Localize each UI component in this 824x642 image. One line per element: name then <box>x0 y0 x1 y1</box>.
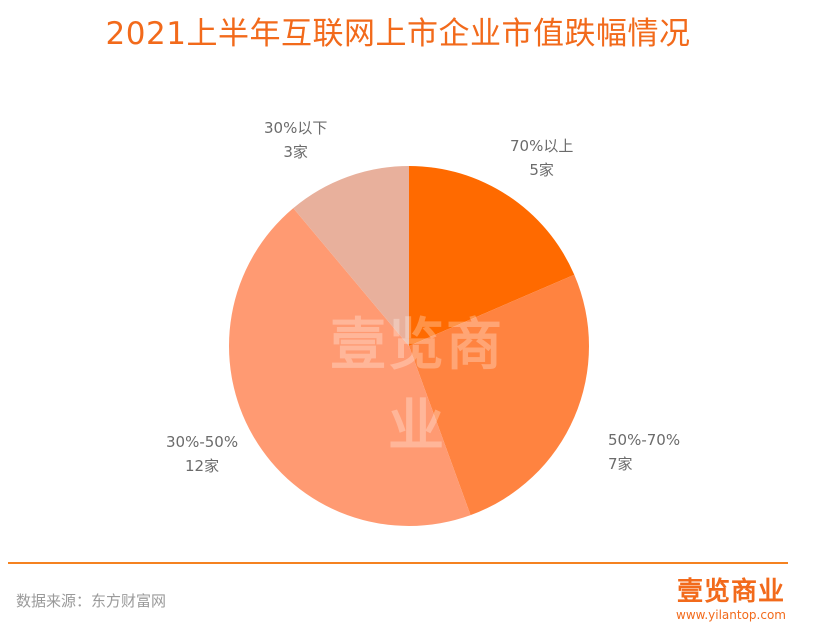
chart-title: 2021上半年互联网上市企业市值跌幅情况 <box>105 16 691 52</box>
slice-count: 3家 <box>283 143 308 161</box>
pie-slice-4 <box>293 166 409 346</box>
brand-name: 壹览商业 <box>676 577 785 607</box>
slice-count: 7家 <box>608 455 633 473</box>
pie-chart <box>228 166 589 527</box>
slice-category: 70%以上 <box>510 137 574 155</box>
data-source: 数据来源：东方财富网 <box>16 592 167 610</box>
footer-divider <box>8 562 788 564</box>
brand-url[interactable]: www.yilantop.com <box>676 608 786 622</box>
pie-slice-1 <box>409 166 575 346</box>
pie-slice-3 <box>228 208 471 527</box>
slice-label-50-70: 50%-70% 7家 <box>608 428 680 476</box>
slice-label-30-below: 30%以下 3家 <box>264 116 327 164</box>
slice-count: 12家 <box>185 457 220 475</box>
slice-label-30-50: 30%-50% 12家 <box>166 430 238 478</box>
brand-logo[interactable]: 壹览商业 www.yilantop.com <box>676 576 786 622</box>
slice-category: 30%以下 <box>264 119 328 137</box>
slice-label-70-plus: 70%以上 5家 <box>510 134 573 182</box>
slice-category: 30%-50% <box>166 433 239 451</box>
slice-category: 50%-70% <box>608 431 681 449</box>
pie-slice-2 <box>409 274 589 516</box>
slice-count: 5家 <box>529 161 554 179</box>
